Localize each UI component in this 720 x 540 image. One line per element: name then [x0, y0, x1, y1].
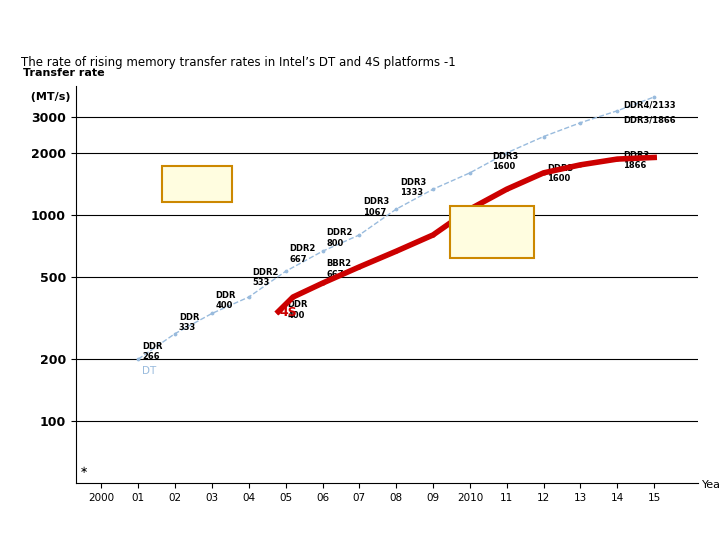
Text: DDR
266: DDR 266 [142, 342, 163, 361]
Text: DDR3
1067: DDR3 1067 [363, 197, 390, 217]
Text: Transfer rate: Transfer rate [22, 69, 104, 78]
Text: DDR2
800: DDR2 800 [326, 228, 353, 247]
Text: DDR
333: DDR 333 [179, 313, 199, 332]
Text: DDR
400: DDR 400 [287, 300, 308, 320]
Text: DDR3/1866: DDR3/1866 [623, 116, 675, 124]
Text: Year: Year [702, 480, 720, 490]
Text: DDR2
533: DDR2 533 [253, 268, 279, 287]
Text: DDR3
1600: DDR3 1600 [547, 164, 574, 183]
Text: DDR3
1067: DDR3 1067 [474, 205, 500, 225]
Text: (MT/s): (MT/s) [22, 92, 70, 102]
Text: ∗: ∗ [79, 465, 87, 475]
Text: DDR4/2133: DDR4/2133 [623, 100, 675, 110]
Text: DDR3
1600: DDR3 1600 [492, 152, 518, 171]
Text: DT: DT [142, 366, 156, 376]
FancyBboxPatch shape [162, 166, 233, 202]
Text: 2. Evolution of Intel’s high-end multicore 4S server platforms (6): 2. Evolution of Intel’s high-end multico… [42, 14, 678, 32]
Text: DDR3
1333: DDR3 1333 [400, 178, 426, 197]
FancyBboxPatch shape [450, 206, 534, 258]
Text: DDR
400: DDR 400 [215, 291, 236, 310]
Text: The rate of rising memory transfer rates in Intel’s DT and 4S platforms -1: The rate of rising memory transfer rates… [22, 56, 456, 69]
Text: BBR2
667: BBR2 667 [326, 259, 351, 279]
Text: DDR3
1866: DDR3 1866 [623, 151, 649, 170]
Text: DDR2
667: DDR2 667 [289, 244, 315, 264]
Text: 4S: 4S [279, 307, 297, 320]
